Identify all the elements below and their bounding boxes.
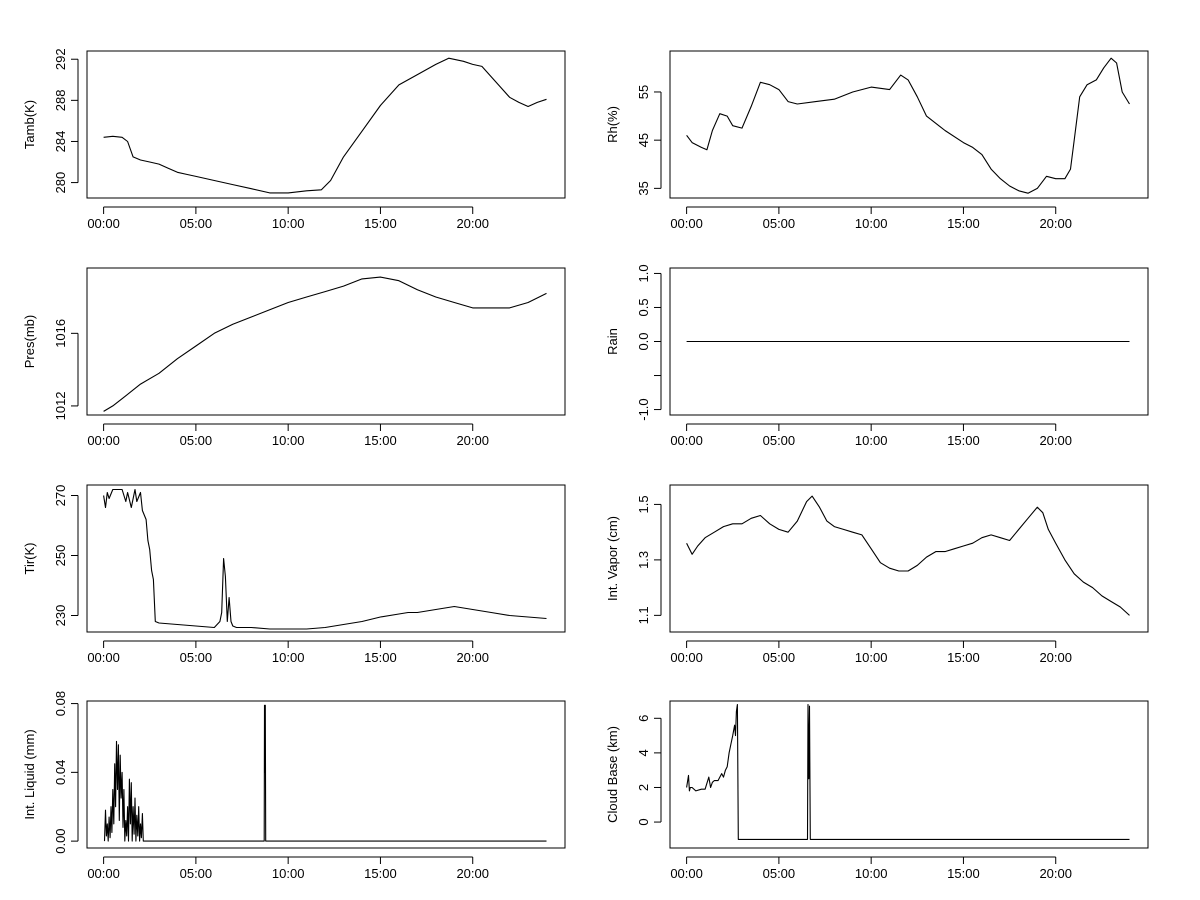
plot-frame	[86, 267, 566, 416]
y-tick-label: 0.5	[636, 298, 651, 316]
x-tick-label: 20:00	[456, 433, 489, 448]
x-tick-label: 05:00	[763, 866, 796, 881]
series-line	[686, 57, 1130, 194]
y-tick-label: 1.5	[636, 495, 651, 513]
series-line	[686, 703, 1130, 840]
y-tick-label: 4	[636, 749, 651, 756]
x-tick-label: 00:00	[87, 433, 120, 448]
x-tick-label: 20:00	[456, 650, 489, 665]
series-line	[103, 488, 547, 630]
panel-8: 00:00 05:00 10:00 15:00 20:00 0 2 4 6 Cloud Base …	[605, 700, 1149, 881]
x-tick-label: 05:00	[180, 433, 213, 448]
x-tick-label: 00:00	[670, 866, 703, 881]
y-tick-label: 1016	[53, 319, 68, 348]
panel-7: 00:00 05:00 10:00 15:00 20:00 0.00 0.04 0.08 Int…	[22, 691, 566, 881]
x-tick-label: 15:00	[364, 650, 397, 665]
x-tick-label: 00:00	[670, 216, 703, 231]
x-tick-label: 00:00	[87, 650, 120, 665]
panel-3: 00:00 05:00 10:00 15:00 20:00 1012 1016 Pres(mb…	[22, 267, 566, 448]
series-line	[103, 57, 547, 194]
x-tick-label: 20:00	[456, 216, 489, 231]
panel-5: 00:00 05:00 10:00 15:00 20:00 230 250 270 Tir(K)	[22, 484, 566, 665]
y-axis-title: Cloud Base (km)	[605, 726, 620, 823]
x-tick-label: 20:00	[1039, 216, 1072, 231]
x-tick-label: 10:00	[272, 216, 305, 231]
plot-frame	[86, 484, 566, 633]
x-tick-label: 10:00	[855, 433, 888, 448]
y-tick-label: -1.0	[636, 398, 651, 420]
series-line	[103, 704, 547, 842]
plot-frame	[669, 700, 1149, 849]
y-axis-title: Tamb(K)	[22, 100, 37, 149]
y-tick-label: 2	[636, 784, 651, 791]
x-tick-label: 15:00	[364, 866, 397, 881]
x-tick-label: 10:00	[855, 650, 888, 665]
y-tick-label: 288	[53, 89, 68, 111]
y-tick-label: 6	[636, 715, 651, 722]
y-tick-label: 1.1	[636, 606, 651, 624]
panel-4: 00:00 05:00 10:00 15:00 20:00 -1.0 0.0 0.5 1.0 Ra…	[605, 264, 1149, 448]
x-tick-label: 10:00	[855, 216, 888, 231]
panel-6: 00:00 05:00 10:00 15:00 20:00 1.1 1.3 1.5 Int. V…	[605, 484, 1149, 665]
x-tick-label: 05:00	[763, 650, 796, 665]
y-tick-label: 0	[636, 818, 651, 825]
plot-frame	[669, 484, 1149, 633]
x-tick-label: 10:00	[272, 650, 305, 665]
x-tick-label: 20:00	[1039, 433, 1072, 448]
plot-frame	[669, 50, 1149, 199]
y-tick-label: 280	[53, 172, 68, 194]
panel-1: 00:00 05:00 10:00 15:00 20:00 280 284 288 292 Tam…	[22, 48, 566, 231]
y-axis-title: Rh(%)	[605, 106, 620, 143]
x-tick-label: 00:00	[87, 216, 120, 231]
series-line	[103, 276, 547, 412]
y-tick-label: 0.00	[53, 828, 68, 853]
plot-frame	[86, 700, 566, 849]
x-tick-label: 05:00	[763, 433, 796, 448]
x-tick-label: 05:00	[180, 866, 213, 881]
series-line	[686, 495, 1130, 616]
y-tick-label: 35	[636, 181, 651, 195]
y-tick-label: 0.0	[636, 332, 651, 350]
x-tick-label: 00:00	[87, 866, 120, 881]
x-tick-label: 05:00	[180, 216, 213, 231]
x-tick-label: 05:00	[763, 216, 796, 231]
plot-frame	[86, 50, 566, 199]
x-tick-label: 20:00	[456, 866, 489, 881]
y-tick-label: 270	[53, 485, 68, 507]
y-axis-title: Pres(mb)	[22, 315, 37, 368]
x-tick-label: 15:00	[364, 433, 397, 448]
x-tick-label: 15:00	[947, 650, 980, 665]
y-tick-label: 292	[53, 48, 68, 70]
y-tick-label: 1012	[53, 391, 68, 420]
x-tick-label: 20:00	[1039, 650, 1072, 665]
y-tick-label: 230	[53, 605, 68, 627]
y-tick-label: 55	[636, 85, 651, 99]
y-axis-title: Rain	[605, 328, 620, 355]
x-tick-label: 15:00	[364, 216, 397, 231]
panel-2: 00:00 05:00 10:00 15:00 20:00 35 45 55 Rh(%)	[605, 50, 1149, 231]
x-tick-label: 00:00	[670, 433, 703, 448]
x-tick-label: 10:00	[272, 866, 305, 881]
y-tick-label: 45	[636, 133, 651, 147]
y-tick-label: 0.08	[53, 691, 68, 716]
x-tick-label: 20:00	[1039, 866, 1072, 881]
y-tick-label: 284	[53, 131, 68, 153]
y-axis-title: Int. Liquid (mm)	[22, 729, 37, 819]
y-tick-label: 1.0	[636, 264, 651, 282]
plot-frame	[669, 267, 1149, 416]
x-tick-label: 00:00	[670, 650, 703, 665]
x-tick-label: 10:00	[855, 866, 888, 881]
y-axis-title: Tir(K)	[22, 542, 37, 574]
y-tick-label: 1.3	[636, 551, 651, 569]
x-tick-label: 15:00	[947, 866, 980, 881]
x-tick-label: 05:00	[180, 650, 213, 665]
x-tick-label: 15:00	[947, 216, 980, 231]
x-tick-label: 10:00	[272, 433, 305, 448]
y-tick-label: 250	[53, 545, 68, 567]
y-axis-title: Int. Vapor (cm)	[605, 516, 620, 601]
x-tick-label: 15:00	[947, 433, 980, 448]
y-tick-label: 0.04	[53, 760, 68, 785]
